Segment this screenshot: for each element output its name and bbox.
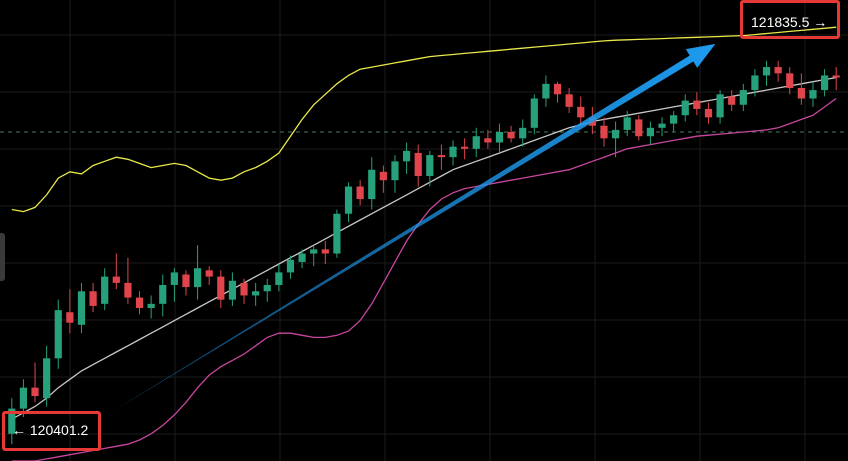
candle-up (101, 276, 109, 304)
candle-down (484, 138, 492, 143)
candle-up (147, 303, 155, 309)
low-price-label: ← 120401.2 (12, 421, 88, 439)
candle-up (623, 117, 631, 130)
candle-down (321, 249, 329, 254)
candle-down (600, 125, 608, 139)
candle-down (565, 94, 573, 107)
candle-down (217, 276, 225, 300)
candle-up (762, 67, 771, 76)
candle-down (728, 96, 736, 105)
candle-down (635, 119, 643, 137)
candle-up (275, 272, 283, 285)
candle-up (298, 253, 306, 262)
candle-up (333, 213, 341, 254)
candle-up (8, 408, 16, 434)
candle-up (310, 249, 318, 254)
candle-up (681, 100, 689, 116)
right-arrow-icon: → (813, 14, 828, 30)
candle-down (832, 75, 840, 78)
candle-up (519, 127, 527, 139)
candle-down (112, 276, 120, 283)
trend-arrow (110, 43, 716, 414)
candle-up (252, 291, 260, 296)
candle-down (66, 312, 74, 323)
candle-down (553, 83, 562, 95)
candle-up (263, 284, 271, 292)
candle-down (124, 282, 132, 298)
candle-down (135, 297, 144, 309)
candle-down (507, 132, 515, 139)
candle-down (461, 146, 469, 149)
candle-up (739, 90, 747, 105)
candle-down (240, 282, 248, 296)
candle-up (670, 115, 678, 124)
candle-up (611, 129, 620, 139)
bollinger-middle-band (11, 76, 837, 420)
candle-up (391, 161, 399, 181)
candle-up (809, 90, 817, 99)
side-panel-handle[interactable] (0, 233, 5, 281)
candle-up (426, 155, 434, 177)
candle-down (414, 152, 422, 177)
high-price-highlight-box (740, 0, 840, 39)
bollinger-upper-band (11, 26, 837, 213)
candle-up (658, 123, 666, 128)
low-price-value: 120401.2 (29, 422, 89, 438)
candle-up (542, 83, 550, 99)
candle-down (31, 387, 39, 397)
candle-down (437, 155, 446, 158)
candle-down (356, 186, 364, 200)
candle-up (228, 280, 237, 300)
candle-up (19, 387, 28, 409)
low-price-highlight-box (2, 411, 101, 451)
candle-up (449, 146, 457, 158)
left-arrow-icon: ← (12, 422, 26, 438)
candle-up (530, 98, 538, 128)
candle-up (54, 310, 62, 359)
candle-down (577, 106, 585, 118)
candle-up (820, 75, 829, 91)
candle-up (43, 358, 51, 399)
candle-up (646, 127, 655, 137)
candle-up (159, 284, 167, 304)
high-price-label: 121835.5 → (751, 13, 827, 31)
candle-up (170, 272, 178, 285)
candle-down (379, 171, 387, 181)
candle-up (344, 186, 353, 214)
candle-down (797, 88, 805, 99)
candle-down (89, 291, 97, 306)
candle-up (368, 169, 376, 200)
candle-up (495, 132, 504, 143)
candle-down (693, 100, 701, 109)
candle-up (77, 291, 86, 325)
candle-down (205, 270, 213, 277)
candle-up (716, 94, 724, 118)
candle-up (193, 268, 202, 288)
candle-up (402, 150, 411, 162)
candle-down (786, 73, 794, 89)
candle-down (182, 274, 190, 288)
candle-down (774, 67, 782, 74)
candle-up (472, 136, 480, 149)
candle-down (704, 108, 713, 118)
bollinger-lower-band (11, 97, 837, 461)
high-price-value: 121835.5 (751, 14, 810, 30)
candle-up (286, 259, 295, 273)
candle-up (751, 75, 759, 91)
